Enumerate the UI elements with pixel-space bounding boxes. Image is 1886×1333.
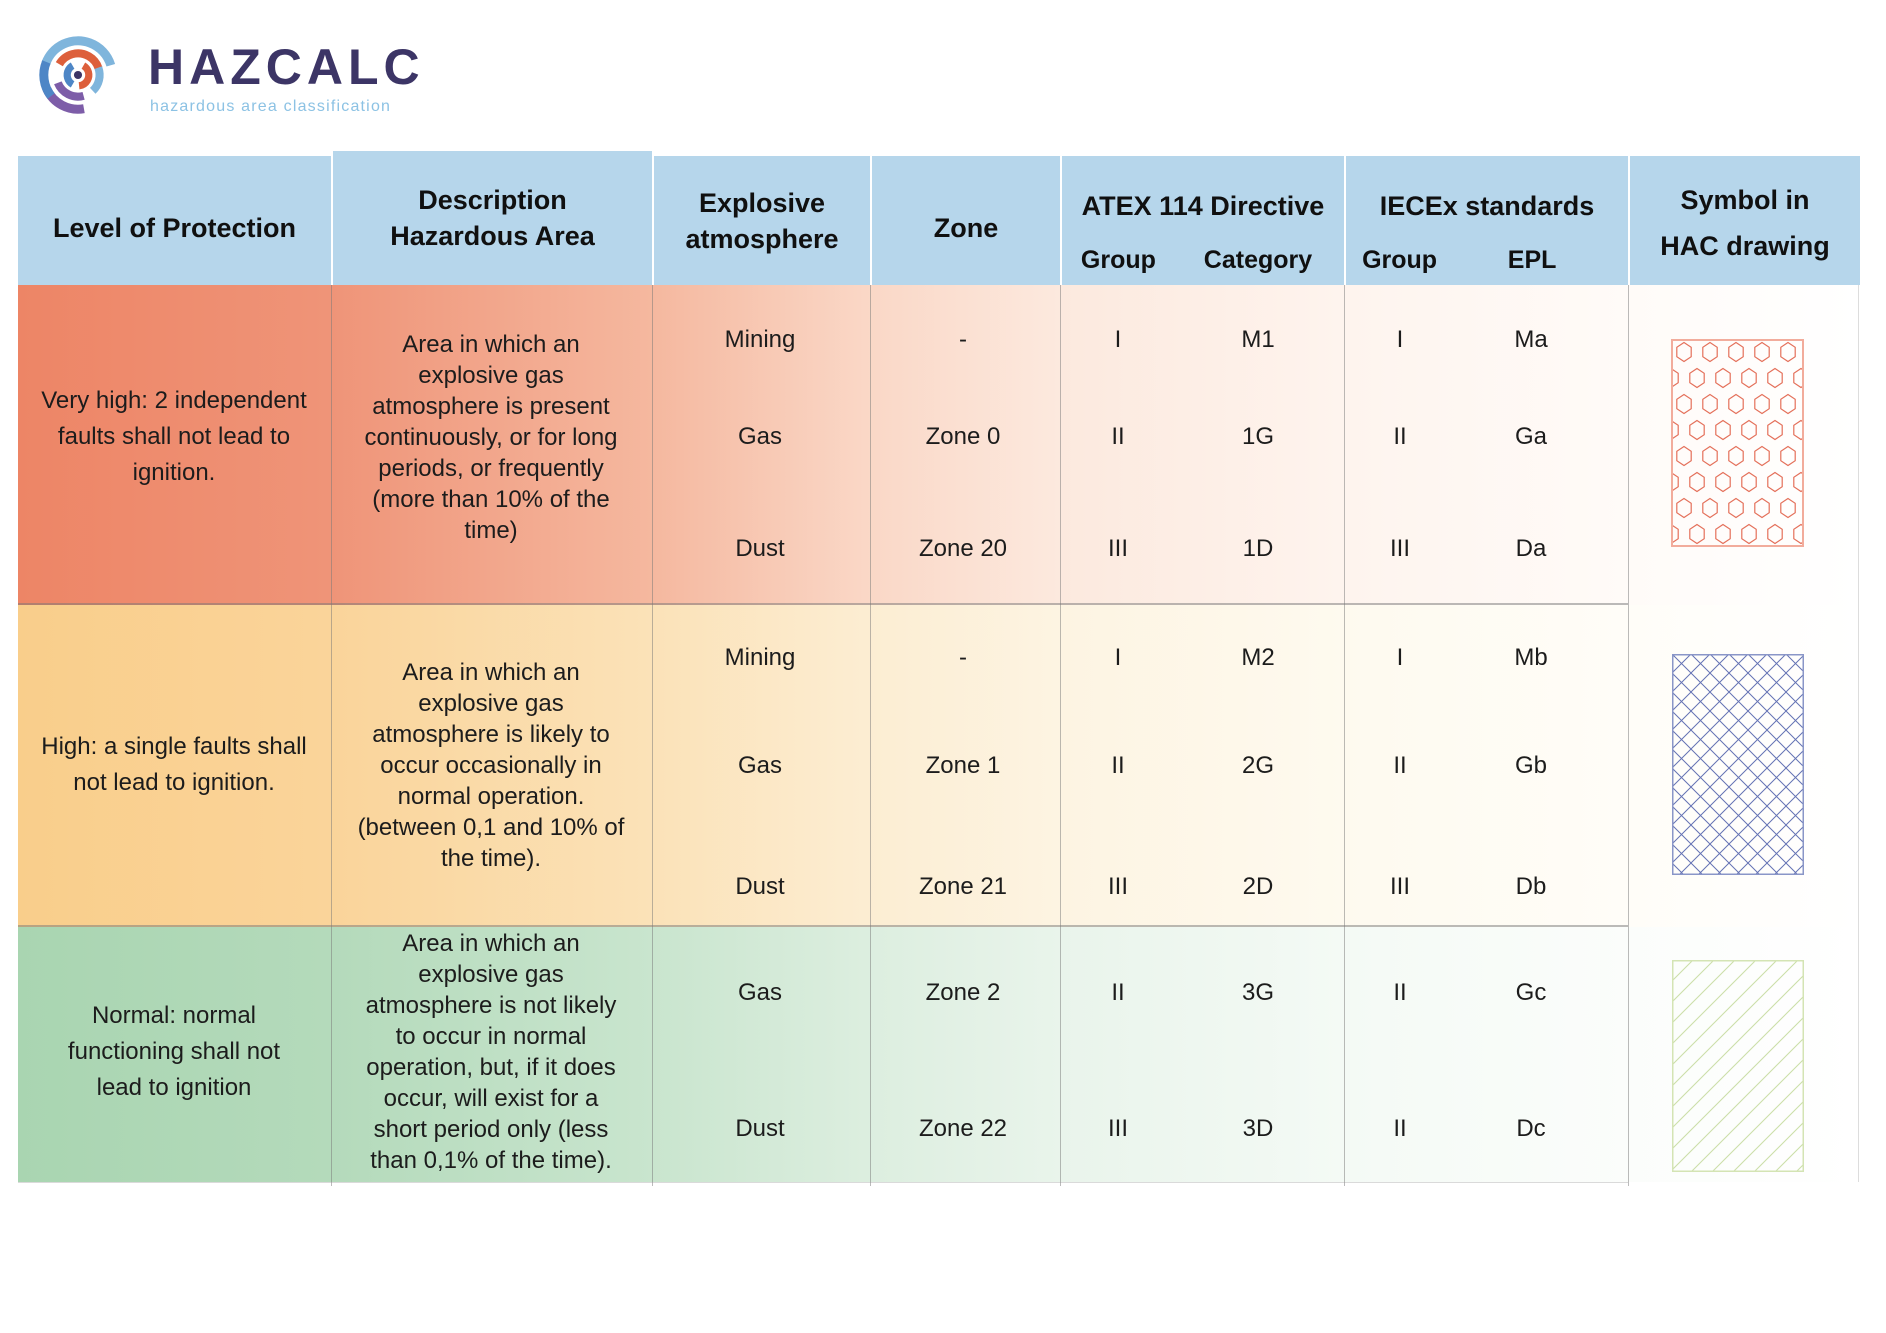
cell-epl: Mb [1514,644,1548,671]
cell-atmosphere: Dust [735,873,785,900]
cell-epl: Gc [1515,979,1547,1006]
cell-epl: Ma [1514,326,1548,353]
cell-epl: Gb [1514,752,1548,779]
cell-atmosphere: Gas [737,979,783,1006]
cell-epl: Ga [1514,423,1548,450]
header-iecex-title: IECEx standards [1379,191,1595,221]
cell-atmosphere: Gas [737,752,783,779]
row-divider [18,925,1628,927]
header-zone-label: Zone [933,212,999,243]
description-cell: Area in which an explosive gas atmospher… [365,930,617,1174]
header-atex-category: Category [1203,246,1313,274]
header-atex-directive: ATEX 114 Directive Group Category [1062,156,1344,285]
cell-zone: - [959,326,967,353]
header-level-of-protection: Level of Protection [18,156,331,285]
row-divider [18,603,1628,605]
header-atex-group: Group [1080,246,1156,274]
header-iecex-epl: EPL [1507,246,1557,274]
column-divider [652,285,653,1186]
row-very-high [18,285,1858,605]
cell-iecex-group: II [1393,1115,1407,1142]
cell-zone: Zone 20 [918,535,1008,562]
level-cell: Normal: normal functioning shall not lea… [67,1002,281,1101]
header-explosive-line1: Explosive [698,187,826,218]
cell-epl: Da [1515,535,1547,562]
header-level-label: Level of Protection [52,212,297,243]
description-cell: Area in which an explosive gas atmospher… [364,331,618,544]
hazard-symbol-hexagon-pattern [1671,339,1804,547]
cell-atex-category: 2D [1242,873,1274,900]
header-description-line1: Description [418,185,567,215]
header-symbol: Symbol in HAC drawing [1630,156,1860,285]
cell-iecex-group: I [1396,326,1404,353]
cell-atmosphere: Mining [724,644,796,671]
cell-atmosphere: Gas [737,423,783,450]
cell-zone: Zone 22 [918,1115,1008,1142]
cell-zone: Zone 1 [925,752,1001,779]
cell-atmosphere: Dust [735,1115,785,1142]
header-atex-title: ATEX 114 Directive [1081,191,1325,221]
cell-atex-group: I [1114,644,1122,671]
row-normal [18,927,1858,1182]
column-divider [1344,285,1345,1186]
cell-atex-category: M1 [1241,326,1275,353]
cell-atmosphere: Dust [735,535,785,562]
hazcalc-logo-icon [39,36,117,114]
cell-zone: Zone 21 [918,873,1008,900]
cell-epl: Db [1515,873,1547,900]
hazard-symbol-crosshatch-pattern [1672,654,1804,875]
row-high [18,605,1858,927]
cell-atex-category: 1G [1241,423,1275,450]
cell-iecex-group: III [1389,535,1411,562]
cell-iecex-group: II [1393,979,1407,1006]
column-divider [1628,285,1629,1186]
cell-iecex-group: II [1393,423,1407,450]
table-bottom-border [18,1182,1628,1183]
cell-atex-group: II [1111,752,1125,779]
cell-zone: Zone 2 [925,979,1001,1006]
header-explosive-line2: atmosphere [685,223,839,254]
cell-atex-category: 2G [1241,752,1275,779]
column-divider [870,285,871,1186]
cell-atex-category: 1D [1242,535,1274,562]
column-divider [331,285,332,1186]
logo-title: HAZCALC [148,39,425,95]
header-description: Description Hazardous Area [333,151,652,285]
table-right-border [1858,285,1859,1182]
header-description-line2: Hazardous Area [390,221,595,251]
header-symbol-line1: Symbol in [1680,184,1810,215]
description-cell: Area in which an explosive gas atmospher… [357,659,625,872]
cell-iecex-group: II [1393,752,1407,779]
cell-atex-group: II [1111,979,1125,1006]
hazard-symbol-diagonal-pattern [1672,960,1804,1172]
cell-epl: Dc [1516,1115,1546,1142]
cell-atex-category: M2 [1241,644,1275,671]
cell-atex-category: 3D [1242,1115,1274,1142]
cell-zone: - [959,644,967,671]
cell-atex-group: III [1107,1115,1129,1142]
cell-iecex-group: III [1389,873,1411,900]
header-explosive-atmosphere: Explosive atmosphere [654,156,870,285]
cell-atex-group: I [1114,326,1122,353]
cell-iecex-group: I [1396,644,1404,671]
header-symbol-line2: HAC drawing [1660,230,1830,261]
cell-atex-group: II [1111,423,1125,450]
level-cell: High: a single faults shall not lead to … [41,733,307,796]
cell-zone: Zone 0 [925,423,1001,450]
logo-subtitle: hazardous area classification [150,98,392,115]
header-iecex-standards: IECEx standards Group EPL [1346,156,1628,285]
cell-atex-category: 3G [1241,979,1275,1006]
column-divider [1060,285,1061,1186]
cell-atex-group: III [1107,535,1129,562]
cell-atmosphere: Mining [724,326,796,353]
level-cell: Very high: 2 independent faults shall no… [41,387,307,486]
header-iecex-group: Group [1362,246,1438,274]
cell-atex-group: III [1107,873,1129,900]
header-zone: Zone [872,156,1060,285]
